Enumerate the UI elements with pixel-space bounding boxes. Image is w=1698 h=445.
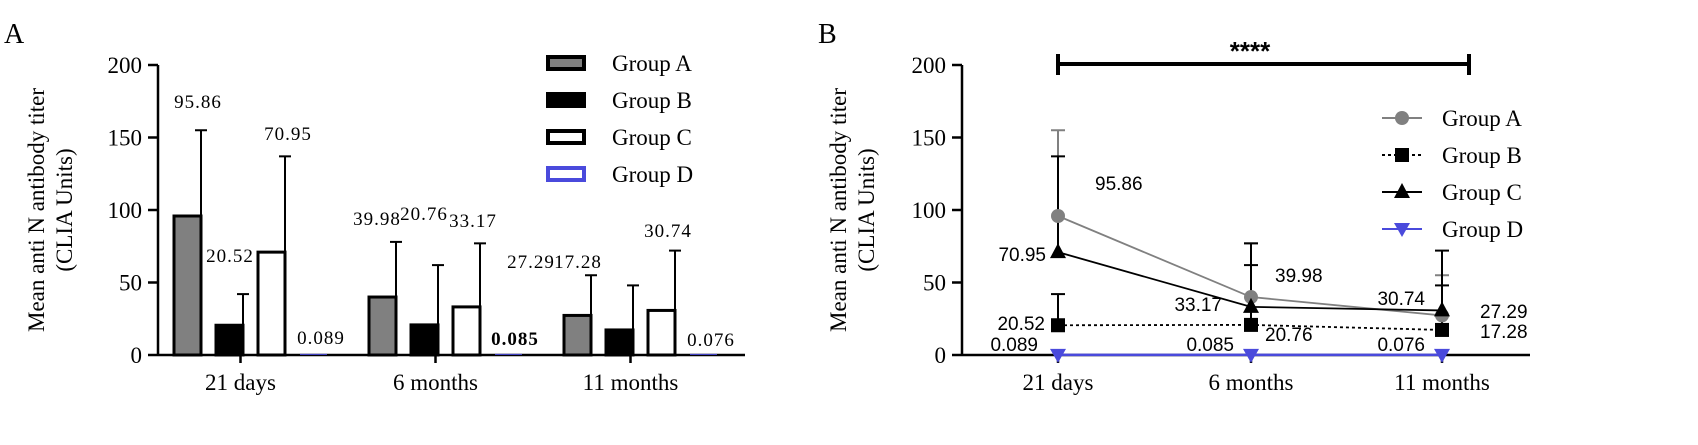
b-ytick-label-50: 50 [923, 271, 946, 296]
panel-b-significance-bracket: **** [1056, 36, 1471, 75]
a-data-label-0-2: 27.29 [507, 252, 555, 273]
a-bar-group-b-2 [604, 328, 635, 357]
b-ylabel-line-1: (CLIA Units) [854, 148, 879, 271]
a-legend-swatch-1 [546, 92, 586, 108]
panel-b-line-chart: B Mean anti N antibody titer (CLIA Units)… [818, 19, 1530, 395]
b-marker-3-2 [1434, 348, 1450, 363]
b-marker-1-0 [1051, 318, 1065, 333]
a-legend-label-2: Group C [612, 125, 692, 150]
b-data-label-1-1: 20.76 [1265, 325, 1313, 346]
a-bar-group-a-1 [367, 295, 398, 357]
b-ytick-label-150: 150 [912, 126, 947, 151]
a-legend-label-3: Group D [612, 162, 693, 187]
b-data-label-3-1: 0.085 [1186, 335, 1234, 356]
b-marker-2-2 [1434, 301, 1450, 317]
panel-a-legend: Group A Group B Group C Group D [546, 51, 693, 187]
b-ytick-label-0: 0 [935, 343, 947, 368]
a-ylabel-line-0: Mean anti N antibody titer [24, 88, 49, 332]
a-ytick-label-200: 200 [108, 53, 143, 78]
b-legend-label-1: Group B [1442, 143, 1522, 168]
b-marker-3-0 [1050, 348, 1066, 363]
b-data-label-0-0: 95.86 [1095, 174, 1143, 195]
a-ytick-label-100: 100 [108, 198, 143, 223]
b-legend-label-3: Group D [1442, 217, 1523, 242]
b-xtick-label-2: 11 months [1394, 370, 1490, 395]
a-bar-group-a-2 [562, 313, 593, 357]
b-marker-2-0 [1050, 243, 1066, 259]
a-data-label-1-2: 17.28 [554, 252, 602, 273]
panel-b-label: B [818, 19, 837, 50]
panel-a-label: A [4, 19, 25, 50]
b-legend-label-0: Group A [1442, 106, 1522, 131]
b-ytick-label-100: 100 [912, 198, 947, 223]
a-legend-swatch-3 [546, 166, 586, 182]
a-bar-group-b-1 [409, 323, 440, 357]
a-bar-group-a-0 [172, 214, 203, 357]
b-legend-marker-3 [1394, 223, 1410, 237]
a-legend-swatch-0 [546, 55, 586, 71]
b-ytick-label-200: 200 [912, 53, 947, 78]
a-bar-group-b-0 [214, 323, 245, 357]
b-data-label-2-1: 33.17 [1174, 295, 1222, 316]
b-marker-0-0 [1051, 209, 1065, 224]
b-legend-label-2: Group C [1442, 180, 1522, 205]
b-marker-1-1 [1244, 317, 1258, 332]
a-legend-swatch-2 [546, 129, 586, 145]
a-legend-label-1: Group B [612, 88, 692, 113]
a-data-label-1-0: 20.52 [206, 246, 254, 267]
b-data-label-3-0: 0.089 [990, 335, 1038, 356]
a-data-label-2-0: 70.95 [264, 124, 312, 145]
a-data-label-3-2: 0.076 [687, 330, 735, 351]
b-marker-1-2 [1435, 322, 1449, 337]
a-data-label-2-1: 33.17 [449, 211, 497, 232]
a-bar-group-d-2 [690, 353, 717, 355]
b-ylabel-line-0: Mean anti N antibody titer [826, 88, 851, 332]
a-data-label-2-2: 30.74 [644, 221, 692, 242]
b-marker-2-1 [1243, 297, 1259, 313]
a-ylabel-line-1: (CLIA Units) [52, 148, 77, 271]
b-sig-stars: **** [1230, 36, 1271, 66]
b-xtick-label-1: 6 months [1209, 370, 1294, 395]
a-data-label-0-0: 95.86 [174, 92, 222, 113]
a-data-label-3-0: 0.089 [297, 328, 345, 349]
panel-a-axes: 0 50 100 150 200 [108, 53, 745, 368]
a-bar-group-d-1 [495, 353, 522, 355]
b-legend-marker-1 [1395, 148, 1409, 162]
a-bar-group-c-0 [256, 250, 287, 357]
b-data-label-3-2: 0.076 [1377, 335, 1425, 356]
a-bar-group-c-2 [646, 308, 677, 357]
b-data-label-0-1: 39.98 [1275, 266, 1323, 287]
b-data-label-2-2: 30.74 [1377, 289, 1425, 310]
panel-b-legend: Group A Group B Group C Group D [1382, 106, 1523, 242]
a-bar-group-d-0 [300, 353, 327, 355]
panel-b-series: 95.86 39.98 27.29 20.52 20.76 17.28 70.95 33.17… [990, 129, 1528, 363]
panel-a-y-axis-label: Mean anti N antibody titer (CLIA Units) [24, 88, 77, 332]
b-legend-marker-0 [1395, 111, 1409, 125]
a-legend-label-0: Group A [612, 51, 692, 76]
panel-a-bar-chart: A Mean anti N antibody titer (CLIA Units)… [4, 19, 745, 395]
a-xtick-label-1: 6 months [393, 370, 478, 395]
b-data-label-1-0: 20.52 [997, 314, 1045, 335]
a-data-label-3-1: 0.085 [491, 329, 539, 350]
a-ytick-label-150: 150 [108, 126, 143, 151]
b-data-label-0-2: 27.29 [1480, 302, 1528, 323]
a-ytick-label-0: 0 [131, 343, 143, 368]
panel-a-bars: 21 days 95.86 20.52 70.95 0.089 6 months 39.98… [172, 92, 735, 395]
a-xtick-label-0: 21 days [205, 370, 276, 395]
b-legend-marker-2 [1394, 183, 1410, 198]
panel-b-y-axis-label: Mean anti N antibody titer (CLIA Units) [826, 88, 879, 332]
a-ytick-label-50: 50 [119, 271, 142, 296]
b-data-label-1-2: 17.28 [1480, 322, 1528, 343]
b-xtick-label-0: 21 days [1023, 370, 1094, 395]
a-xtick-label-2: 11 months [583, 370, 679, 395]
a-bar-group-c-1 [451, 305, 482, 357]
b-data-label-2-0: 70.95 [998, 245, 1046, 266]
b-marker-3-1 [1243, 348, 1259, 363]
b-marker-0-1 [1244, 290, 1258, 305]
a-data-label-0-1: 39.98 [353, 209, 401, 230]
a-data-label-1-1: 20.76 [400, 204, 448, 225]
